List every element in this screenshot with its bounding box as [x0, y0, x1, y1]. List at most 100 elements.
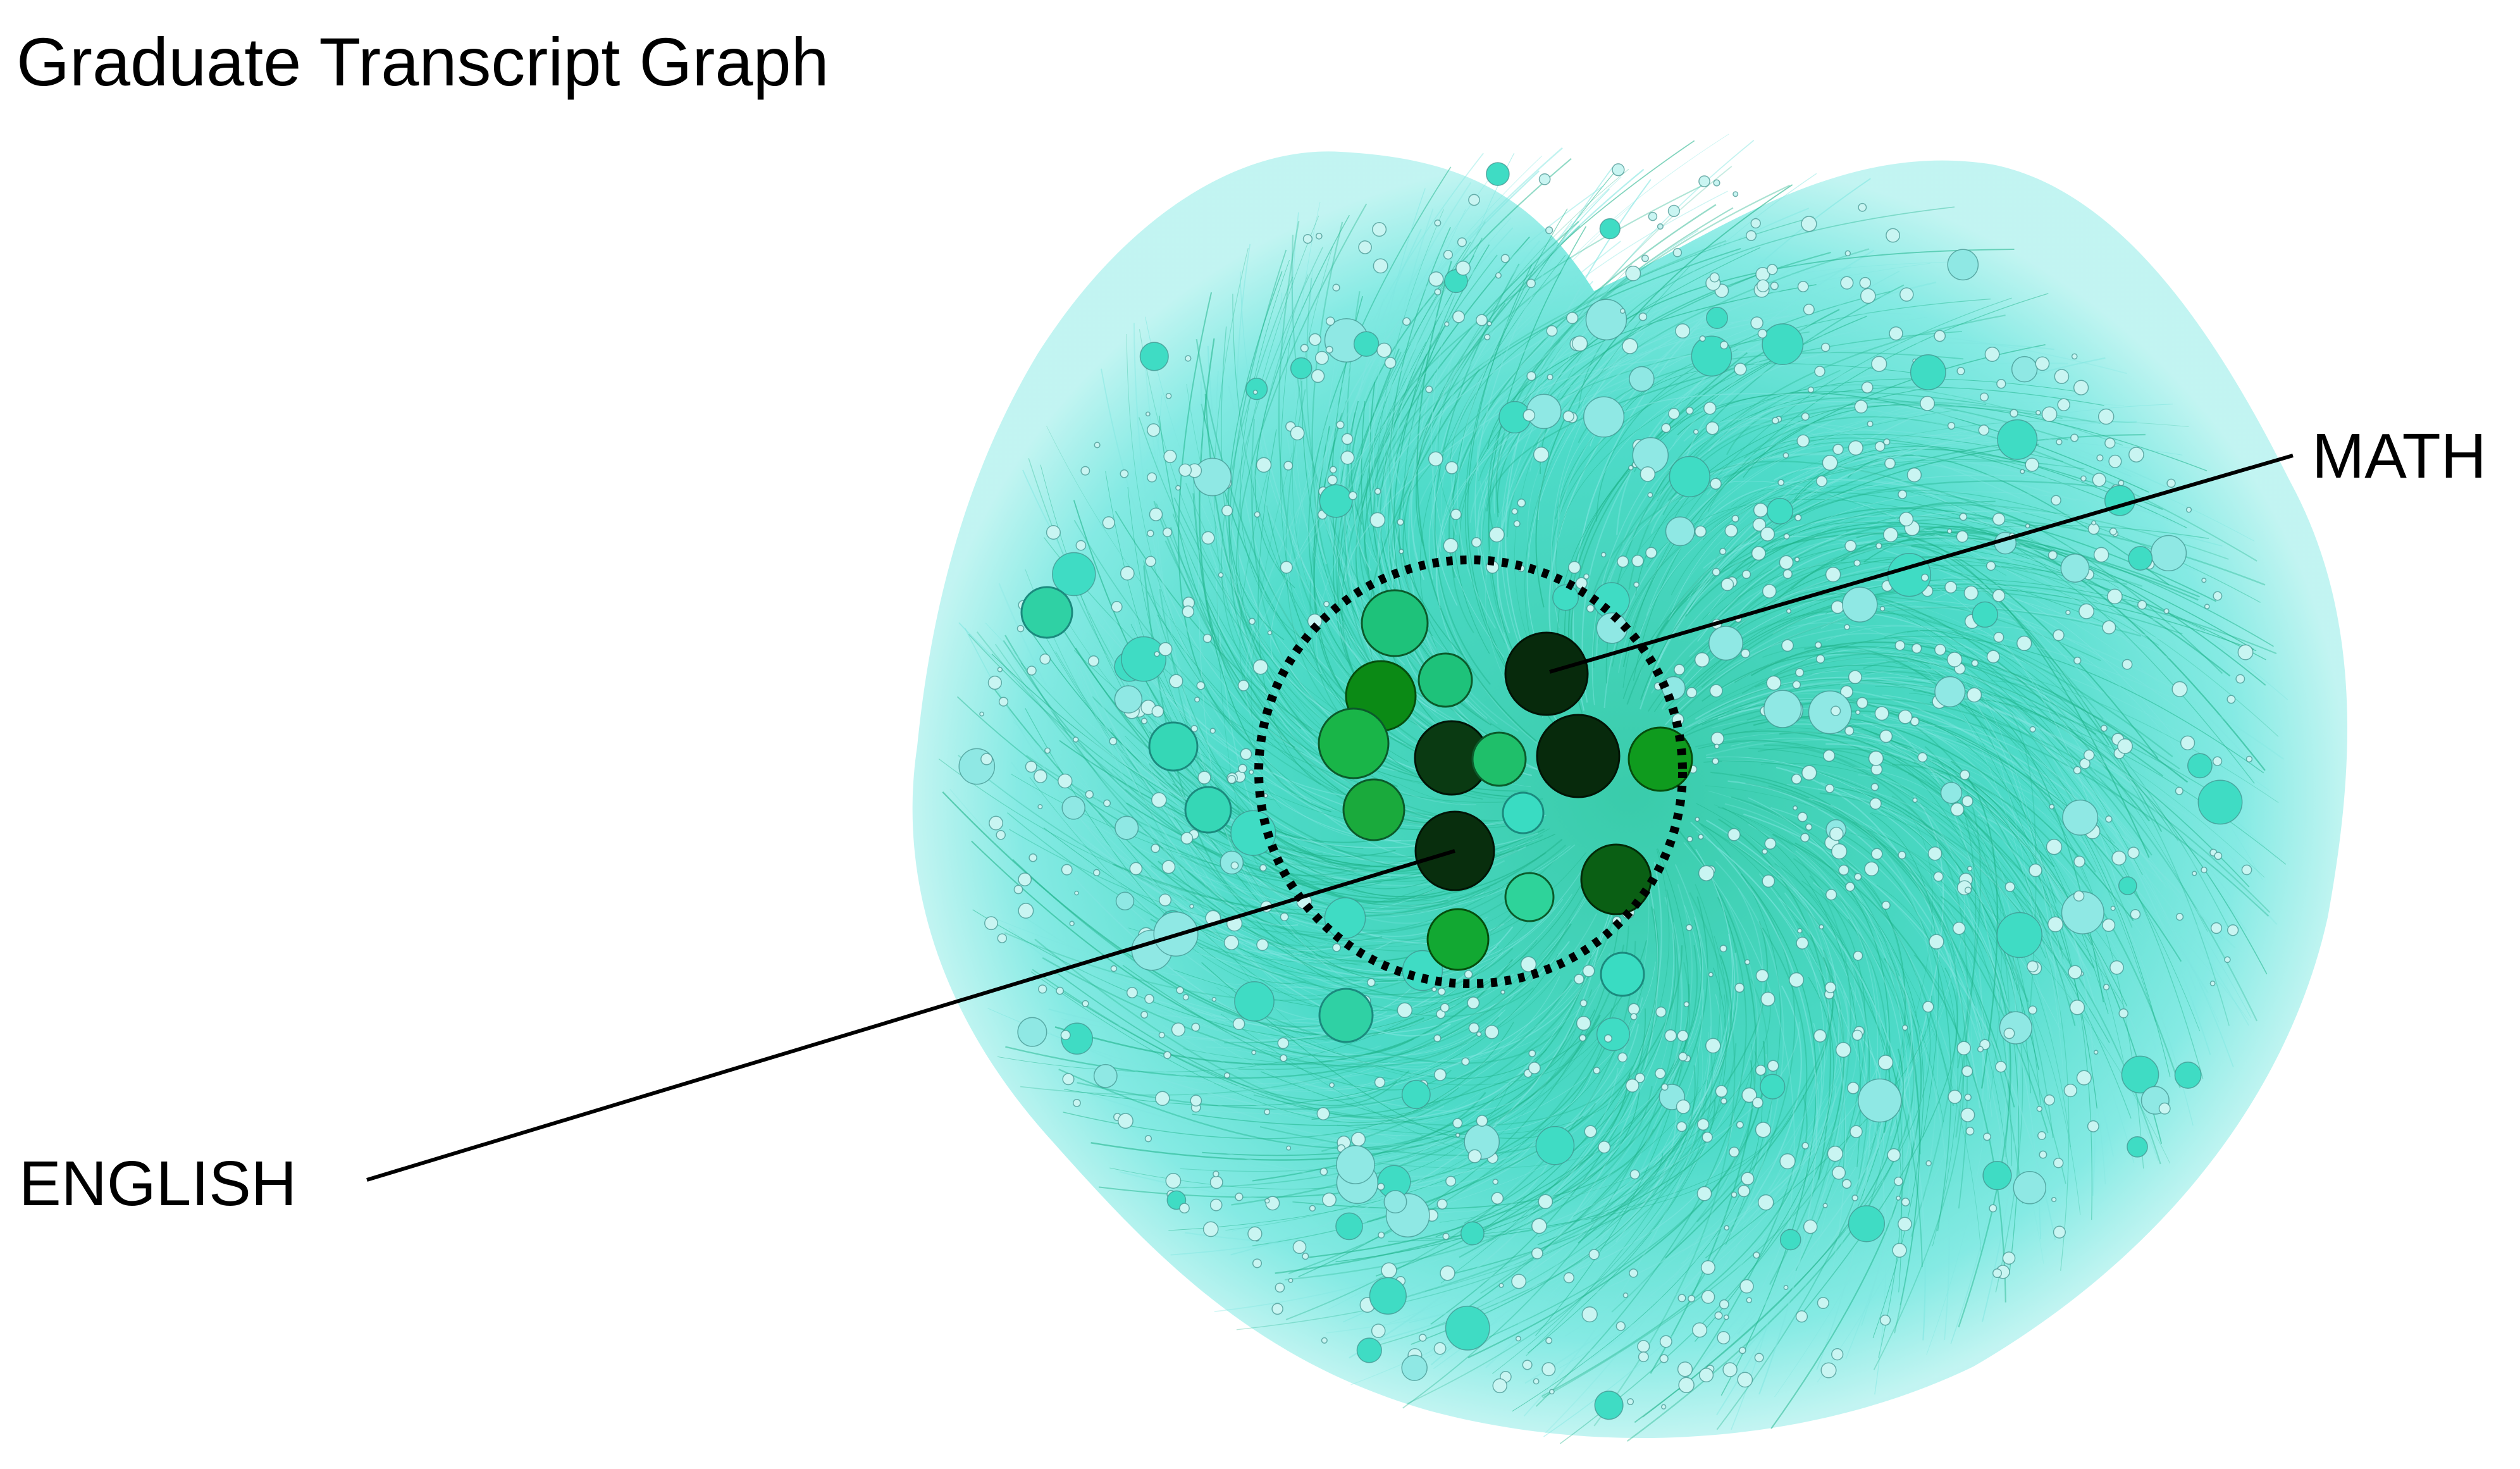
graph-edge — [1731, 507, 2217, 602]
graph-edge — [1288, 350, 1357, 674]
graph-node — [1694, 652, 1710, 667]
graph-edge — [1391, 185, 1605, 484]
graph-edge — [1698, 707, 2082, 886]
graph-edge — [1416, 261, 1537, 742]
graph-node — [1770, 282, 1779, 290]
graph-edge — [1920, 822, 2020, 1322]
graph-node — [2209, 980, 2216, 986]
graph-node — [1237, 679, 1249, 691]
graph-node — [1944, 581, 1957, 594]
graph-node — [1467, 1149, 1482, 1163]
graph-node — [1840, 685, 1853, 698]
graph-node — [1952, 921, 1966, 935]
core-node — [1600, 951, 1645, 997]
graph-edge — [1757, 747, 2092, 946]
graph-node — [1322, 1192, 1337, 1207]
graph-node — [1443, 538, 1459, 554]
graph-edge — [1691, 479, 2021, 542]
graph-node — [1290, 426, 1305, 441]
graph-edge — [1779, 731, 2063, 951]
graph-node — [1093, 1063, 1118, 1088]
graph-edge — [1852, 821, 1968, 1209]
graph-node — [1094, 442, 1101, 449]
graph-node — [1779, 555, 1794, 570]
graph-edge — [1882, 710, 2109, 1014]
graph-node — [1034, 769, 1047, 783]
graph-edge — [1710, 679, 2136, 809]
graph-edge — [1065, 803, 1392, 960]
graph-node — [2049, 803, 2055, 810]
graph-node — [1986, 561, 1996, 571]
graph-edge — [1774, 863, 1870, 1194]
graph-edge — [1441, 202, 1634, 576]
english-callout-line — [366, 849, 1455, 1182]
graph-node — [1492, 1179, 1498, 1185]
graph-edge — [1633, 293, 2049, 681]
graph-edge — [1428, 230, 1699, 580]
graph-node — [1819, 924, 1824, 930]
graph-node — [1814, 366, 1825, 377]
graph-node — [2103, 984, 2110, 991]
graph-edge — [1823, 748, 2128, 1007]
graph-edge — [1830, 733, 2157, 1105]
graph-edge — [1703, 760, 2110, 1043]
graph-node — [1256, 938, 1269, 951]
graph-node — [1997, 419, 2038, 460]
graph-node — [2111, 850, 2127, 865]
graph-node — [1950, 802, 1965, 817]
graph-node — [1583, 396, 1625, 438]
graph-node — [1794, 514, 1802, 521]
graph-edge — [1341, 1068, 1594, 1137]
graph-node — [1147, 472, 1158, 483]
graph-node — [1858, 1078, 1902, 1123]
graph-node — [1433, 1068, 1447, 1081]
graph-node — [1898, 851, 1906, 860]
graph-node — [1114, 685, 1143, 714]
graph-node — [1235, 1193, 1244, 1201]
graph-node — [1018, 903, 1034, 919]
graph-node — [1982, 1160, 2012, 1191]
graph-node — [1511, 1274, 1527, 1289]
title-prefix: · — [0, 23, 4, 100]
graph-node — [1672, 248, 1683, 257]
graph-node — [1858, 202, 1867, 212]
graph-node — [1464, 970, 1473, 979]
graph-edge — [1615, 848, 1733, 1243]
graph-edge — [1321, 874, 1623, 1152]
graph-node — [2180, 735, 2196, 750]
graph-edge — [1484, 309, 1789, 490]
graph-node — [1979, 392, 1989, 402]
graph-node — [1445, 461, 1459, 474]
graph-node — [1956, 1041, 1972, 1056]
graph-node — [1948, 1089, 1962, 1104]
graph-edge — [1940, 895, 2011, 1328]
graph-node — [1874, 441, 1886, 452]
graph-edge — [1101, 368, 1385, 786]
graph-node — [1061, 796, 1085, 820]
core-node — [1148, 721, 1199, 772]
graph-node — [1628, 1003, 1640, 1015]
graph-node — [1252, 659, 1268, 675]
network-cloud — [912, 133, 2347, 1444]
graph-node — [2065, 609, 2071, 616]
graph-node — [1324, 897, 1366, 939]
graph-node — [1371, 1323, 1386, 1338]
graph-node — [2051, 1196, 2057, 1203]
graph-edge — [1820, 505, 2288, 700]
graph-edge — [1254, 214, 1350, 588]
graph-edge — [1435, 307, 1652, 609]
graph-node — [1175, 485, 1181, 491]
graph-node — [1586, 604, 1595, 613]
graph-edge — [1708, 790, 2044, 1264]
graph-node — [1805, 823, 1813, 831]
graph-node — [1594, 1391, 1624, 1420]
graph-node — [2047, 916, 2064, 933]
graph-node — [1709, 272, 1720, 283]
core-node — [1502, 791, 1545, 834]
graph-node — [1676, 1121, 1687, 1132]
graph-node — [2227, 695, 2236, 704]
graph-edge — [1760, 762, 2127, 1011]
graph-node — [1795, 667, 1805, 678]
graph-edge — [1151, 865, 1543, 951]
graph-node — [1972, 601, 1998, 628]
